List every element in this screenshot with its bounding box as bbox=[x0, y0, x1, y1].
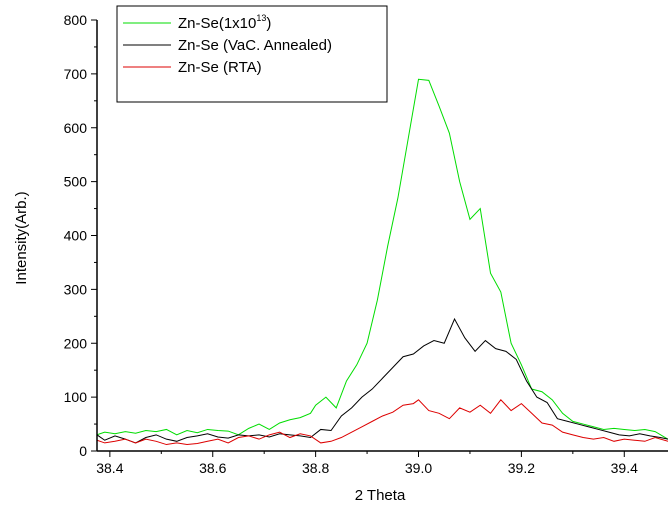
x-tick-label: 39.4 bbox=[611, 460, 638, 476]
legend-label-2: Zn-Se (VaC. Annealed) bbox=[178, 37, 332, 54]
legend-label-3: Zn-Se (RTA) bbox=[178, 59, 262, 76]
legend-box bbox=[116, 5, 388, 103]
y-tick-label: 200 bbox=[64, 335, 88, 351]
legend-label-1: Zn-Se(1x1013) bbox=[178, 13, 271, 32]
y-tick-label: 800 bbox=[64, 12, 88, 28]
x-tick-label: 38.8 bbox=[302, 460, 329, 476]
series-line-2 bbox=[97, 317, 668, 444]
y-tick-label: 500 bbox=[64, 174, 88, 190]
y-tick-label: 700 bbox=[64, 66, 88, 82]
y-tick-label: 600 bbox=[64, 120, 88, 136]
x-tick-label: 39.2 bbox=[508, 460, 535, 476]
y-tick-label: 100 bbox=[64, 389, 88, 405]
series-line-1 bbox=[97, 78, 668, 440]
y-tick-label: 400 bbox=[64, 228, 88, 244]
y-axis-title: Intensity(Arb.) bbox=[13, 191, 30, 284]
x-axis-title: 2 Theta bbox=[355, 487, 406, 504]
x-tick-label: 39.0 bbox=[405, 460, 432, 476]
legend: Zn-Se(1x1013) Zn-Se (VaC. Annealed) Zn-Se … bbox=[116, 5, 388, 103]
x-tick-label: 38.4 bbox=[96, 460, 123, 476]
series-line-3 bbox=[97, 399, 668, 446]
y-tick-label: 300 bbox=[64, 281, 88, 297]
series-layer bbox=[97, 78, 668, 446]
y-tick-label: 0 bbox=[79, 443, 87, 459]
x-tick-label: 38.6 bbox=[199, 460, 226, 476]
axes-layer: 0 100 200 300 400 500 600 700 800 38.4 38.6 38.8 39.… bbox=[64, 12, 668, 476]
